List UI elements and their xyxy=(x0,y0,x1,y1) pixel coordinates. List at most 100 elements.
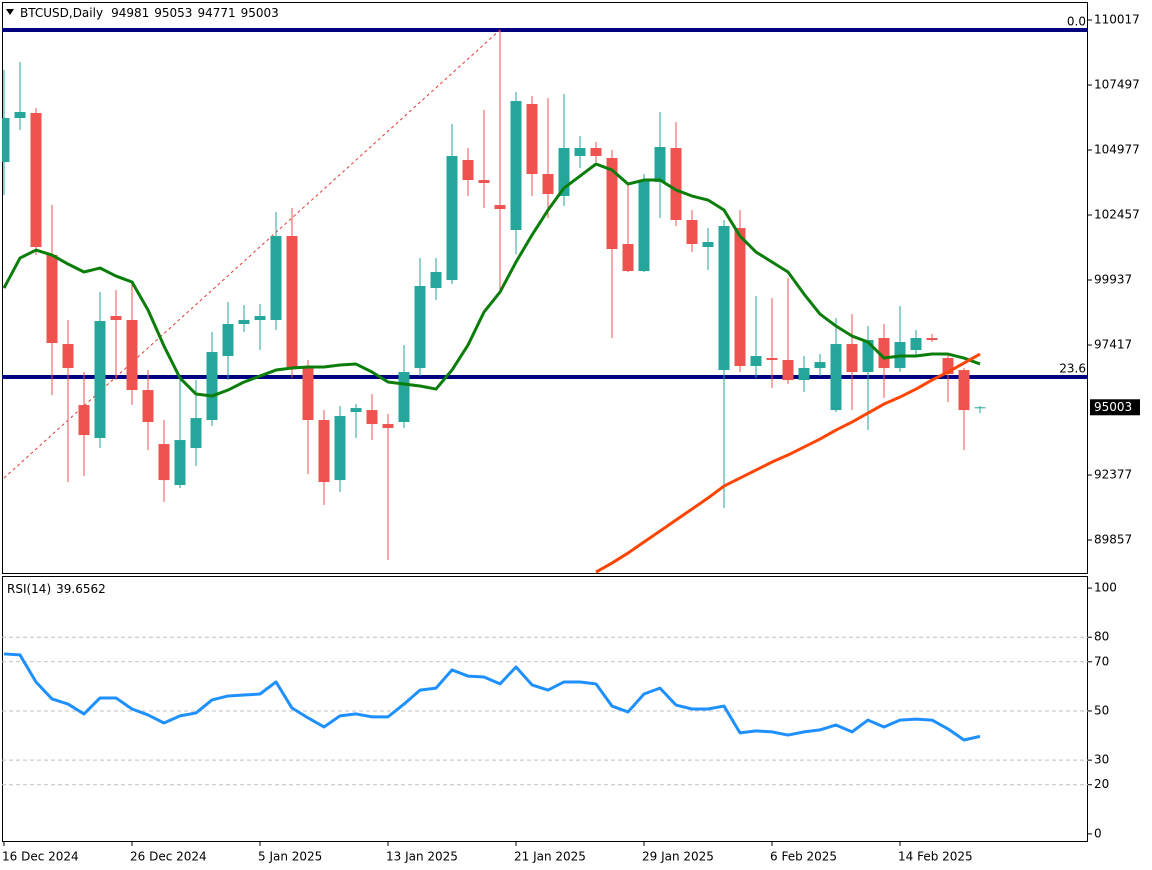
candle-body xyxy=(782,360,794,381)
candle-body xyxy=(718,226,730,371)
candle-body xyxy=(14,112,26,119)
rsi-tick-label: 50 xyxy=(1094,703,1109,717)
candle-body xyxy=(238,320,250,325)
y-tick-label: 104977 xyxy=(1094,143,1140,157)
header-open: 94981 xyxy=(111,6,149,20)
axes: 89857 92377 97417 99937 102457 104977 107497 11… xyxy=(2,12,1140,864)
y-tick-label: 99937 xyxy=(1094,273,1132,287)
candle-body xyxy=(62,344,74,369)
candle-body xyxy=(558,148,570,197)
candle-body xyxy=(686,220,698,245)
x-tick-label: 16 Dec 2024 xyxy=(2,850,79,864)
rsi-tick-label: 100 xyxy=(1094,581,1117,595)
rsi-tick-label: 30 xyxy=(1094,753,1109,767)
candle-body xyxy=(222,324,234,357)
candle-body xyxy=(398,372,410,423)
y-tick-label: 97417 xyxy=(1094,338,1132,352)
candle-body xyxy=(206,352,218,421)
candle-body xyxy=(958,370,970,411)
candle-body xyxy=(2,118,10,163)
y-tick-label: 89857 xyxy=(1094,533,1132,547)
x-tick-label: 29 Jan 2025 xyxy=(642,850,714,864)
candle-body xyxy=(174,440,186,486)
candle-body xyxy=(494,205,506,210)
candle-body xyxy=(590,148,602,157)
candle-body xyxy=(302,367,314,421)
main-pane-frame xyxy=(2,2,1088,574)
rsi-tick-label: 70 xyxy=(1094,654,1109,668)
candle-body xyxy=(110,316,122,321)
candle-body xyxy=(814,362,826,369)
candle-body xyxy=(334,416,346,481)
candle-body xyxy=(46,255,58,344)
candle-body xyxy=(574,148,586,157)
candle-body xyxy=(478,180,490,184)
rsi-tick-label: 0 xyxy=(1094,826,1102,840)
x-tick-label: 13 Jan 2025 xyxy=(386,850,458,864)
candle-body xyxy=(750,356,762,367)
candle-body xyxy=(878,338,890,369)
candle-body xyxy=(142,390,154,423)
candle-body xyxy=(910,338,922,351)
candle-body xyxy=(926,338,938,341)
rsi-tick-label: 20 xyxy=(1094,777,1109,791)
candle-body xyxy=(798,368,810,381)
candle-body xyxy=(542,174,554,195)
candle-body xyxy=(862,340,874,373)
candle-body xyxy=(830,344,842,411)
moving-average xyxy=(595,352,981,574)
candle-body xyxy=(382,424,394,429)
candle-body xyxy=(606,158,618,250)
x-tick-label: 6 Feb 2025 xyxy=(770,850,837,864)
price-label: 95003 xyxy=(1094,400,1132,414)
header-title: BTCUSD,Daily xyxy=(20,6,103,20)
header-close: 95003 xyxy=(241,6,279,20)
candle-body xyxy=(190,418,202,449)
rsi-line xyxy=(3,652,981,742)
candle-body xyxy=(94,321,106,439)
candle-body xyxy=(702,242,714,248)
y-tick-label: 110017 xyxy=(1094,12,1140,26)
candle-body xyxy=(350,408,362,413)
candle-body xyxy=(78,405,90,436)
rsi-title: RSI(14) xyxy=(7,582,51,596)
y-tick-label: 102457 xyxy=(1094,208,1140,222)
x-tick-label: 26 Dec 2024 xyxy=(130,850,207,864)
candle-body xyxy=(734,228,746,367)
candle-body xyxy=(286,236,298,368)
candle-body xyxy=(254,316,266,321)
price-label-box xyxy=(1090,399,1140,416)
rsi-header: RSI(14) 39.6562 xyxy=(7,582,106,596)
candle-body xyxy=(446,156,458,281)
candle-body xyxy=(766,358,778,361)
symbol-header: BTCUSD,Daily 94981 95053 94771 95003 xyxy=(20,6,279,20)
fib-level-label: 23.6 xyxy=(1059,362,1086,376)
candle-body xyxy=(366,410,378,425)
moving-average xyxy=(2,162,981,398)
y-tick-label: 107497 xyxy=(1094,77,1140,91)
candle-body xyxy=(30,113,42,248)
candle-body xyxy=(430,272,442,289)
x-tick-label: 21 Jan 2025 xyxy=(514,850,586,864)
candle-body xyxy=(654,147,666,183)
candle-body xyxy=(510,101,522,231)
fib-level-label: 0.0 xyxy=(1067,15,1086,29)
main-plot xyxy=(2,28,1088,574)
candle-body xyxy=(670,148,682,221)
x-tick-label: 14 Feb 2025 xyxy=(898,850,973,864)
candle-body xyxy=(942,358,954,375)
candle-body xyxy=(414,286,426,369)
candle-body xyxy=(462,160,474,181)
rsi-plot xyxy=(2,636,1088,786)
candle-body xyxy=(526,104,538,175)
rsi-tick-label: 80 xyxy=(1094,630,1109,644)
candle-body xyxy=(126,320,138,391)
candle-body xyxy=(974,407,986,409)
menu-triangle[interactable] xyxy=(6,9,14,15)
rsi-current: 39.6562 xyxy=(56,582,106,596)
y-tick-label: 92377 xyxy=(1094,468,1132,482)
candle-body xyxy=(622,244,634,272)
candle-body xyxy=(270,236,282,321)
